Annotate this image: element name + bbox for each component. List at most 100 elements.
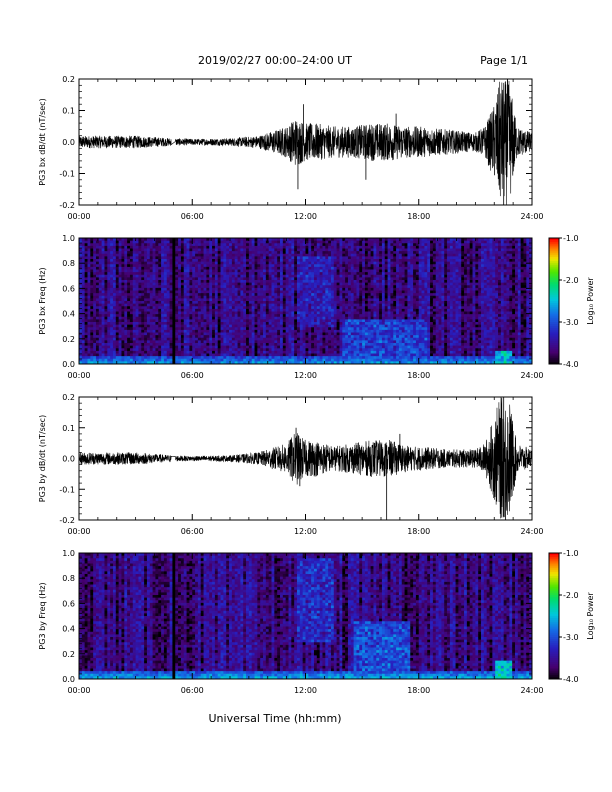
heatmap-cell (79, 272, 83, 276)
heatmap-cell (263, 319, 267, 323)
heatmap-cell (115, 238, 120, 242)
heatmap-cell (129, 274, 134, 278)
heatmap-cell (180, 243, 185, 247)
heatmap-cell (166, 238, 170, 242)
heatmap-cell (118, 298, 122, 302)
heatmap-cell (359, 295, 363, 299)
heatmap-cell (345, 274, 349, 278)
heatmap-cell (192, 298, 196, 302)
heatmap-cell (342, 285, 346, 289)
heatmap-cell (90, 345, 94, 349)
heatmap-cell (203, 308, 207, 312)
heatmap-cell (248, 329, 253, 333)
heatmap-cell (313, 340, 318, 344)
heatmap-cell (135, 238, 139, 242)
heatmap-cell (268, 290, 272, 294)
heatmap-cell (90, 251, 94, 255)
heatmap-cell (246, 264, 250, 268)
heatmap-cell (206, 316, 210, 320)
heatmap-cell (183, 353, 187, 357)
heatmap-cell (333, 319, 338, 323)
heatmap-cell (277, 311, 281, 315)
heatmap-cell (285, 356, 289, 360)
heatmap-cell (297, 293, 301, 297)
heatmap-cell (328, 287, 332, 291)
heatmap-cell (294, 316, 298, 320)
heatmap-cell (237, 277, 241, 281)
heatmap-cell (226, 322, 230, 326)
heatmap-cell (322, 259, 326, 263)
heatmap-cell (254, 345, 258, 349)
heatmap-cell (166, 280, 170, 284)
heatmap-cell (115, 280, 120, 284)
heatmap-cell (93, 350, 97, 354)
heatmap-cell (345, 343, 349, 347)
heatmap-cell (263, 314, 267, 318)
heatmap-cell (316, 287, 321, 291)
heatmap-cell (161, 356, 165, 360)
heatmap-cell (112, 301, 117, 305)
heatmap-cell (98, 290, 103, 294)
heatmap-cell (132, 264, 137, 268)
heatmap-cell (189, 264, 193, 268)
heatmap-cell (359, 335, 363, 339)
heatmap-cell (237, 293, 241, 297)
heatmap-cell (347, 301, 352, 305)
heatmap-cell (206, 332, 210, 336)
heatmap-cell (175, 311, 179, 315)
heatmap-cell (280, 343, 284, 347)
heatmap-cell (163, 337, 168, 341)
heatmap-cell (180, 290, 185, 294)
heatmap-cell (169, 353, 173, 357)
heatmap-cell (265, 332, 270, 336)
heatmap-cell (226, 298, 230, 302)
heatmap-cell (291, 285, 295, 289)
x-tick-label: 06:00 (181, 212, 204, 221)
heatmap-cell (271, 353, 275, 357)
heatmap-cell (268, 245, 272, 249)
heatmap-cell (107, 353, 111, 357)
heatmap-cell (316, 343, 321, 347)
heatmap-cell (146, 308, 151, 312)
heatmap-cell (129, 324, 134, 328)
heatmap-cell (362, 335, 366, 339)
heatmap-cell (84, 253, 88, 257)
heatmap-cell (141, 343, 145, 347)
heatmap-cell (362, 345, 366, 349)
heatmap-cell (305, 277, 309, 281)
heatmap-cell (297, 340, 301, 344)
heatmap-cell (112, 253, 117, 257)
heatmap-cell (104, 256, 108, 260)
heatmap-cell (322, 256, 326, 260)
heatmap-cell (175, 285, 179, 289)
heatmap-cell (325, 243, 329, 247)
heatmap-cell (186, 295, 190, 299)
heatmap-cell (90, 261, 94, 265)
heatmap-cell (212, 345, 216, 349)
heatmap-cell (282, 248, 287, 252)
heatmap-cell (195, 301, 199, 305)
heatmap-cell (263, 322, 267, 326)
heatmap-cell (291, 361, 295, 365)
heatmap-cell (248, 272, 253, 276)
heatmap-cell (280, 261, 284, 265)
heatmap-cell (138, 243, 142, 247)
heatmap-cell (325, 350, 329, 354)
heatmap-cell (246, 301, 250, 305)
heatmap-cell (104, 259, 108, 263)
heatmap-cell (79, 335, 83, 339)
heatmap-cell (121, 306, 125, 310)
heatmap-cell (336, 298, 340, 302)
heatmap-cell (297, 261, 301, 265)
heatmap-cell (217, 280, 221, 284)
heatmap-cell (189, 324, 193, 328)
heatmap-cell (257, 274, 261, 278)
heatmap-cell (166, 345, 170, 349)
heatmap-cell (243, 282, 247, 286)
heatmap-cell (268, 308, 272, 312)
heatmap-cell (189, 316, 193, 320)
heatmap-cell (118, 306, 122, 310)
heatmap-cell (203, 285, 207, 289)
heatmap-cell (138, 261, 142, 265)
heatmap-cell (336, 256, 340, 260)
